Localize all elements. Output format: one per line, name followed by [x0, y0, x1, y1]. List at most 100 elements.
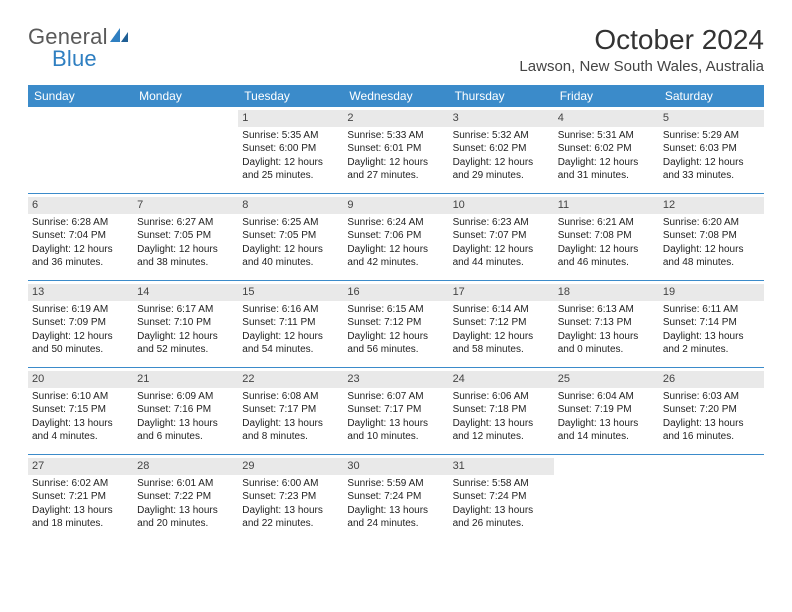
day-info-line: Daylight: 12 hours: [347, 330, 444, 344]
day-cell: 6Sunrise: 6:28 AMSunset: 7:04 PMDaylight…: [28, 194, 133, 280]
day-info-line: Sunrise: 6:11 AM: [663, 303, 760, 317]
day-info-line: and 16 minutes.: [663, 430, 760, 444]
day-info-line: Sunrise: 5:35 AM: [242, 129, 339, 143]
day-info-line: Sunset: 6:01 PM: [347, 142, 444, 156]
day-number: 4: [554, 110, 659, 127]
day-number: 23: [343, 371, 448, 388]
dow-cell: Monday: [133, 85, 238, 107]
header: General October 2024 Lawson, New South W…: [28, 24, 764, 75]
day-cell: 21Sunrise: 6:09 AMSunset: 7:16 PMDayligh…: [133, 368, 238, 454]
day-number: 19: [659, 284, 764, 301]
day-info-line: Sunset: 7:22 PM: [137, 490, 234, 504]
day-number: 17: [449, 284, 554, 301]
day-cell: 13Sunrise: 6:19 AMSunset: 7:09 PMDayligh…: [28, 281, 133, 367]
day-cell: 5Sunrise: 5:29 AMSunset: 6:03 PMDaylight…: [659, 107, 764, 193]
day-cell: 1Sunrise: 5:35 AMSunset: 6:00 PMDaylight…: [238, 107, 343, 193]
day-number: 7: [133, 197, 238, 214]
day-info-line: and 18 minutes.: [32, 517, 129, 531]
week-row: 20 Sunrise: 6:10 AMSunset: 7:15 PM Dayligh…: [28, 368, 764, 455]
day-info-line: Sunrise: 5:31 AM: [558, 129, 655, 143]
day-info-line: Sunrise: 6:08 AM: [242, 390, 339, 404]
day-info-line: Daylight: 12 hours: [453, 330, 550, 344]
day-cell: 24Sunrise: 6:06 AMSunset: 7:18 PMDayligh…: [449, 368, 554, 454]
day-info-line: Daylight: 13 hours: [242, 504, 339, 518]
day-number: 18: [554, 284, 659, 301]
day-cell: 26Sunrise: 6:03 AMSunset: 7:20 PMDayligh…: [659, 368, 764, 454]
week-row: 13Sunrise: 6:19 AMSunset: 7:09 PMDayligh…: [28, 281, 764, 368]
day-number: 20: [28, 371, 133, 388]
dow-cell: Sunday: [28, 85, 133, 107]
day-info-line: Daylight: 12 hours: [663, 156, 760, 170]
day-info-line: Sunset: 6:03 PM: [663, 142, 760, 156]
day-info-line: Sunset: 7:18 PM: [453, 403, 550, 417]
day-info-line: Daylight: 12 hours: [137, 243, 234, 257]
day-info-line: and 24 minutes.: [347, 517, 444, 531]
day-info-line: Daylight: 13 hours: [137, 504, 234, 518]
day-info-line: Sunset: 7:19 PM: [558, 403, 655, 417]
day-info-line: and 10 minutes.: [347, 430, 444, 444]
day-cell: [133, 107, 238, 193]
day-cell: 2Sunrise: 5:33 AMSunset: 6:01 PMDaylight…: [343, 107, 448, 193]
day-cell: 17Sunrise: 6:14 AMSunset: 7:12 PMDayligh…: [449, 281, 554, 367]
day-cell: 18Sunrise: 6:13 AMSunset: 7:13 PMDayligh…: [554, 281, 659, 367]
location-text: Lawson, New South Wales, Australia: [519, 58, 764, 75]
day-info-line: Daylight: 12 hours: [32, 243, 129, 257]
day-info-line: and 33 minutes.: [663, 169, 760, 183]
day-info-line: Sunrise: 6:07 AM: [347, 390, 444, 404]
day-info-line: Sunset: 7:13 PM: [558, 316, 655, 330]
day-info-line: and 20 minutes.: [137, 517, 234, 531]
day-info-line: and 44 minutes.: [453, 256, 550, 270]
day-info-line: Sunset: 7:24 PM: [347, 490, 444, 504]
day-number: 16: [343, 284, 448, 301]
day-number: 27: [28, 458, 133, 475]
day-info-line: Sunrise: 6:10 AM: [32, 390, 129, 404]
day-info-line: Sunrise: 5:32 AM: [453, 129, 550, 143]
day-info-line: Daylight: 13 hours: [242, 417, 339, 431]
day-info-line: Sunrise: 6:27 AM: [137, 216, 234, 230]
brand-word-2: Blue: [52, 46, 97, 72]
day-info-line: Daylight: 12 hours: [347, 156, 444, 170]
day-info-line: and 8 minutes.: [242, 430, 339, 444]
day-info-line: Sunrise: 6:02 AM: [32, 477, 129, 491]
day-of-week-header: SundayMondayTuesdayWednesdayThursdayFrid…: [28, 85, 764, 107]
day-info-line: and 31 minutes.: [558, 169, 655, 183]
day-info-line: and 4 minutes.: [32, 430, 129, 444]
day-cell: 20Sunrise: 6:10 AMSunset: 7:15 PMDayligh…: [28, 368, 133, 454]
week-row: 27Sunrise: 6:02 AMSunset: 7:21 PMDayligh…: [28, 455, 764, 541]
day-info-line: and 50 minutes.: [32, 343, 129, 357]
day-info-line: and 52 minutes.: [137, 343, 234, 357]
dow-cell: Tuesday: [238, 85, 343, 107]
day-cell: 3Sunrise: 5:32 AMSunset: 6:02 PMDaylight…: [449, 107, 554, 193]
day-info-line: and 12 minutes.: [453, 430, 550, 444]
day-info-line: Sunrise: 5:33 AM: [347, 129, 444, 143]
day-cell: 9Sunrise: 6:24 AMSunset: 7:06 PMDaylight…: [343, 194, 448, 280]
day-number: 12: [659, 197, 764, 214]
day-info-line: Daylight: 13 hours: [32, 504, 129, 518]
day-number: 14: [133, 284, 238, 301]
day-cell: 29Sunrise: 6:00 AMSunset: 7:23 PMDayligh…: [238, 455, 343, 541]
day-info-line: Sunrise: 6:14 AM: [453, 303, 550, 317]
day-cell: 15Sunrise: 6:16 AMSunset: 7:11 PMDayligh…: [238, 281, 343, 367]
day-info-line: and 0 minutes.: [558, 343, 655, 357]
day-number: 25: [554, 371, 659, 388]
day-info-line: Sunset: 7:06 PM: [347, 229, 444, 243]
day-cell: 25Sunrise: 6:04 AMSunset: 7:19 PMDayligh…: [554, 368, 659, 454]
day-cell: [554, 455, 659, 541]
day-info-line: Daylight: 13 hours: [663, 417, 760, 431]
day-number: 1: [238, 110, 343, 127]
day-info-line: Sunrise: 6:03 AM: [663, 390, 760, 404]
day-info-line: and 58 minutes.: [453, 343, 550, 357]
day-info-line: Sunset: 7:21 PM: [32, 490, 129, 504]
dow-cell: Saturday: [659, 85, 764, 107]
day-info-line: and 22 minutes.: [242, 517, 339, 531]
day-info-line: Sunset: 7:23 PM: [242, 490, 339, 504]
day-info-line: Sunset: 7:15 PM: [32, 403, 129, 417]
day-info-line: and 26 minutes.: [453, 517, 550, 531]
day-info-line: Daylight: 13 hours: [453, 504, 550, 518]
day-cell: [659, 455, 764, 541]
day-number: 9: [343, 197, 448, 214]
day-info-line: and 38 minutes.: [137, 256, 234, 270]
day-info-line: Sunset: 7:07 PM: [453, 229, 550, 243]
day-info-line: Sunrise: 6:24 AM: [347, 216, 444, 230]
day-info-line: Daylight: 13 hours: [558, 330, 655, 344]
